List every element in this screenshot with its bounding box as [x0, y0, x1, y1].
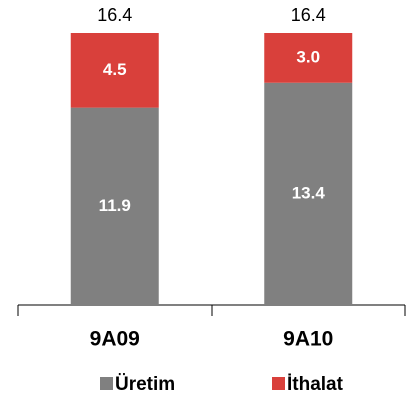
- total-label: 16.4: [291, 5, 326, 25]
- data-label: 4.5: [103, 60, 127, 79]
- data-label: 13.4: [292, 183, 326, 202]
- legend-swatch: [100, 377, 113, 390]
- legend-label: İthalat: [287, 374, 344, 395]
- data-label: 11.9: [99, 196, 131, 215]
- bar-segment: [264, 82, 353, 305]
- legend-swatch: [272, 377, 285, 390]
- x-tick-label: 9A09: [90, 328, 140, 351]
- total-label: 16.4: [97, 5, 132, 25]
- x-tick-label: 9A10: [283, 328, 333, 351]
- bar-segment: [264, 33, 353, 83]
- bar-segment: [70, 107, 159, 305]
- bar-segment: [70, 33, 159, 108]
- legend-label: Üretim: [115, 374, 175, 395]
- data-label: 3.0: [296, 47, 320, 66]
